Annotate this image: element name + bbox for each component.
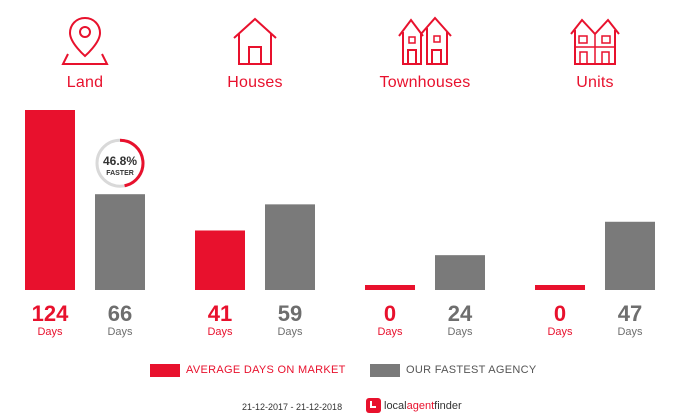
- category-townhouses: Townhouses: [340, 0, 510, 92]
- unit-units-fastest: Days: [617, 326, 643, 338]
- logo-badge-icon: [366, 398, 381, 413]
- value-townhouses-fastest: 24: [448, 301, 473, 326]
- legend-fastest: OUR FASTEST AGENCY: [370, 362, 537, 378]
- badge-background: [96, 139, 144, 188]
- bar-land-average: [25, 110, 75, 290]
- unit-houses-average: Days: [207, 326, 233, 338]
- value-houses-average: 41: [208, 301, 232, 326]
- legend-swatch-average: [150, 363, 180, 377]
- logo-text-finder: finder: [434, 399, 462, 412]
- category-land: Land: [0, 0, 170, 92]
- bar-units-average: [535, 285, 585, 290]
- bar-townhouses-average: [365, 285, 415, 290]
- legend-swatch-fastest: [370, 363, 400, 377]
- category-label-units: Units: [576, 74, 614, 91]
- bar-land-fastest: [95, 194, 145, 290]
- unit-land-average: Days: [37, 326, 63, 338]
- value-houses-fastest: 59: [278, 301, 302, 326]
- units-icon: [570, 18, 620, 65]
- legend-label-average: AVERAGE DAYS ON MARKET: [186, 364, 346, 376]
- category-units: Units: [510, 0, 680, 92]
- category-label-land: Land: [66, 74, 104, 91]
- legend-average: AVERAGE DAYS ON MARKET: [150, 362, 346, 378]
- unit-houses-fastest: Days: [277, 326, 303, 338]
- value-land-fastest: 66: [108, 301, 132, 326]
- townhouses-icon: [398, 16, 452, 65]
- bar-units-fastest: [605, 221, 655, 290]
- value-townhouses-average: 0: [384, 301, 396, 326]
- unit-units-average: Days: [547, 326, 573, 338]
- badge-ring-progress: [119, 138, 145, 188]
- value-units-fastest: 47: [618, 301, 642, 326]
- unit-townhouses-fastest: Days: [447, 326, 473, 338]
- value-units-average: 0: [554, 301, 566, 326]
- category-houses: Houses: [170, 0, 340, 92]
- unit-land-fastest: Days: [107, 326, 133, 338]
- bar-townhouses-fastest: [435, 255, 485, 290]
- bar-houses-fastest: [265, 204, 315, 290]
- category-label-townhouses: Townhouses: [379, 74, 471, 91]
- badge-value: 46.8%: [103, 154, 137, 168]
- bar-houses-average: [195, 230, 245, 290]
- house-icon: [233, 17, 277, 65]
- legend-label-fastest: OUR FASTEST AGENCY: [406, 364, 537, 376]
- location-pin-icon: [61, 16, 109, 65]
- value-land-average: 124: [32, 301, 69, 326]
- logo-text-agent: agent: [406, 399, 435, 412]
- badge-text: FASTER: [106, 170, 134, 177]
- category-label-houses: Houses: [227, 74, 283, 91]
- logo-text-local: local: [384, 399, 407, 412]
- date-range: 21-12-2017 - 21-12-2018: [242, 402, 343, 412]
- unit-townhouses-average: Days: [377, 326, 403, 338]
- localagentfinder-logo: local agent finder: [366, 398, 462, 413]
